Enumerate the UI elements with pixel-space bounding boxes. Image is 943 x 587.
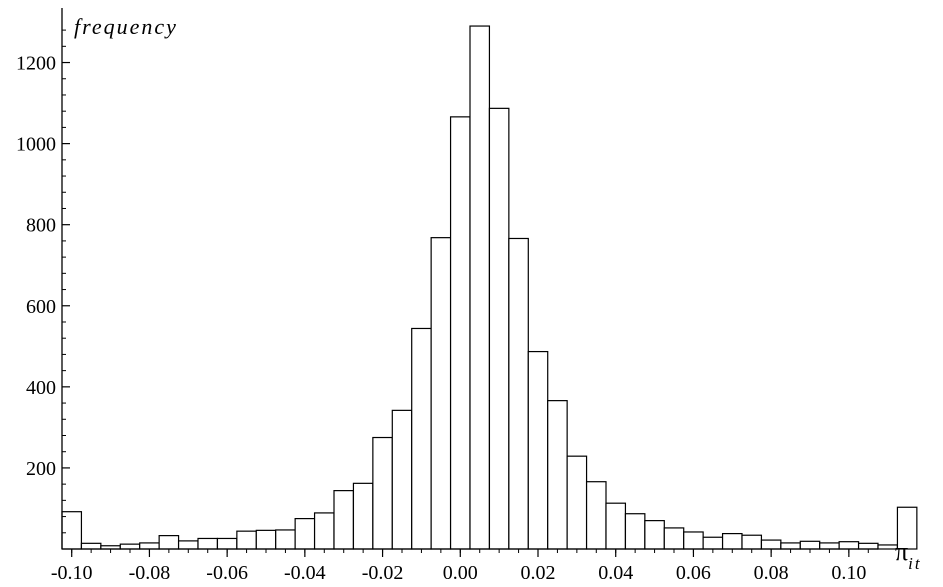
histogram-bar bbox=[585, 481, 607, 550]
histogram-bar bbox=[333, 490, 355, 550]
y-tick-label: 600 bbox=[26, 296, 56, 318]
histogram-bar bbox=[139, 542, 160, 550]
x-tick-label: 0.08 bbox=[754, 562, 789, 584]
histogram-bar bbox=[177, 540, 199, 550]
x-tick-label: 0.02 bbox=[521, 562, 556, 584]
histogram-bar bbox=[819, 542, 840, 550]
histogram-bar bbox=[663, 527, 685, 550]
histogram-bar bbox=[216, 537, 238, 550]
histogram-bar bbox=[352, 482, 374, 550]
histogram-bar bbox=[799, 540, 821, 550]
histogram-bar bbox=[372, 436, 393, 550]
x-tick-label: 0.00 bbox=[443, 562, 478, 584]
y-tick-label: 1000 bbox=[16, 134, 56, 156]
x-tick-label: -0.04 bbox=[284, 562, 326, 584]
histogram-bar bbox=[255, 529, 277, 550]
histogram-bar bbox=[411, 327, 432, 550]
y-axis-ticks bbox=[62, 29, 70, 534]
histogram-bar bbox=[624, 513, 646, 550]
histogram-bar bbox=[508, 237, 529, 550]
x-axis-ticks bbox=[71, 549, 869, 557]
x-axis-symbol: π bbox=[895, 537, 908, 566]
x-axis-label: πit bbox=[895, 537, 922, 573]
histogram-bar bbox=[644, 520, 665, 550]
histogram-bar bbox=[721, 532, 743, 550]
histogram-bar bbox=[158, 535, 180, 550]
histogram-bar bbox=[469, 25, 491, 550]
x-tick-label: -0.06 bbox=[206, 562, 248, 584]
x-tick-label: 0.04 bbox=[598, 562, 633, 584]
y-tick-label: 1200 bbox=[16, 53, 56, 75]
histogram-bar bbox=[566, 455, 588, 550]
histogram-bar bbox=[780, 542, 801, 550]
histogram-bar bbox=[547, 400, 568, 550]
y-tick-label: 200 bbox=[26, 458, 56, 480]
histogram-bar bbox=[80, 542, 102, 550]
histogram-bar bbox=[838, 541, 860, 550]
y-tick-label: 800 bbox=[26, 215, 56, 237]
histogram-bar bbox=[488, 107, 510, 550]
histogram-bar bbox=[313, 512, 335, 550]
y-tick-labels: 200 400 600 800 1000 1200 bbox=[16, 53, 56, 480]
histogram-bar bbox=[449, 116, 471, 550]
y-tick-label: 400 bbox=[26, 377, 56, 399]
histogram-bar bbox=[702, 536, 724, 550]
histogram-bar bbox=[61, 511, 83, 550]
histogram-bar bbox=[741, 534, 763, 550]
histogram-bar bbox=[760, 539, 782, 550]
histogram-bar bbox=[119, 543, 141, 550]
histogram-bar bbox=[236, 530, 257, 550]
histogram-bar bbox=[896, 506, 918, 550]
histogram-bars bbox=[61, 25, 918, 550]
histogram-bar bbox=[391, 409, 413, 550]
x-tick-label: -0.10 bbox=[51, 562, 93, 584]
histogram-bar bbox=[605, 502, 627, 550]
histogram-bar bbox=[197, 537, 219, 550]
histogram-bar bbox=[857, 542, 879, 550]
histogram-bar bbox=[683, 531, 704, 550]
x-tick-label: 0.06 bbox=[676, 562, 711, 584]
x-tick-label: 0.10 bbox=[831, 562, 866, 584]
y-axis-label: frequency bbox=[74, 14, 178, 39]
histogram-bar bbox=[275, 529, 296, 550]
x-tick-labels: -0.10 -0.08 -0.06 -0.04 -0.02 0.00 0.02 0.04 0.0… bbox=[51, 562, 866, 584]
histogram-bar bbox=[294, 517, 316, 550]
histogram-bar bbox=[527, 350, 549, 550]
x-axis-subscript: it bbox=[908, 554, 921, 573]
x-tick-label: -0.08 bbox=[129, 562, 171, 584]
x-tick-label: -0.02 bbox=[362, 562, 404, 584]
histogram-bar bbox=[430, 237, 452, 550]
